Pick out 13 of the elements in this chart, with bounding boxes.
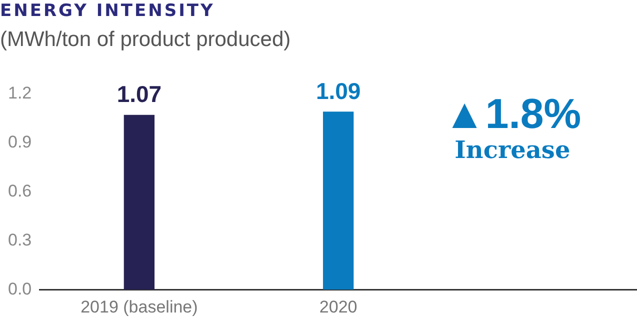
x-tick-label: 2020 xyxy=(319,297,358,316)
annotation: ▲1.8% xyxy=(444,90,582,137)
y-tick-label: 0.3 xyxy=(8,230,32,250)
x-tick-label: 2019 (baseline) xyxy=(80,297,198,316)
chart-title: ENERGY INTENSITY xyxy=(0,1,215,21)
annotation: Increase xyxy=(454,135,570,164)
y-tick-label: 0.9 xyxy=(8,132,32,152)
chart-subtitle: (MWh/ton of product produced) xyxy=(0,28,291,52)
data-label: 1.07 xyxy=(116,81,162,108)
y-tick-label: 0.6 xyxy=(8,181,32,200)
y-tick-label: 0.0 xyxy=(8,279,32,298)
y-tick-label: 1.2 xyxy=(8,84,32,103)
data-label: 1.09 xyxy=(316,78,361,104)
